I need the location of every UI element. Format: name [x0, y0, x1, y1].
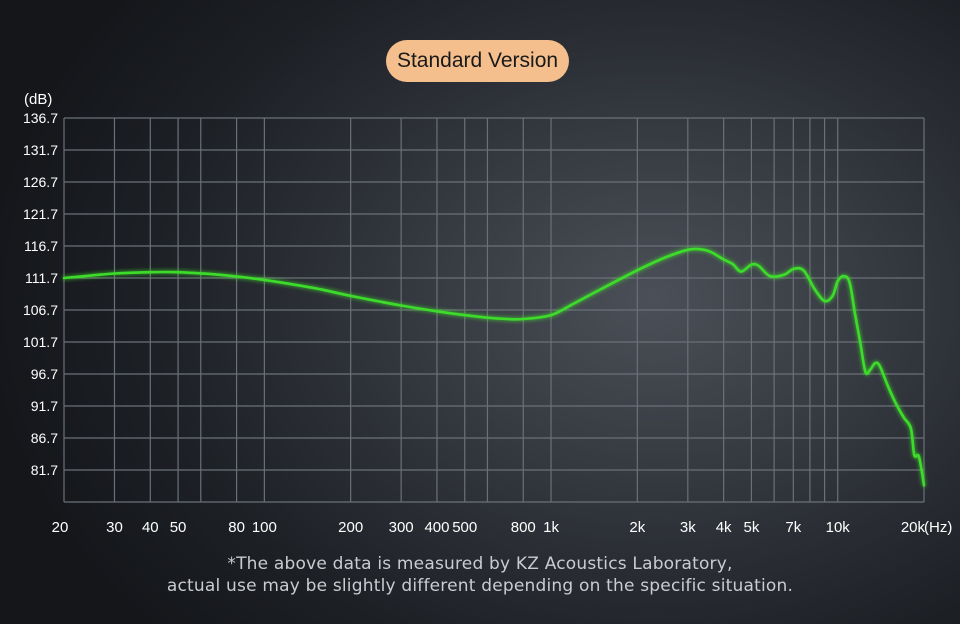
x-tick-label: 1k	[543, 519, 559, 536]
frequency-response-line	[62, 247, 926, 487]
y-tick-labels: 136.7 131.7 126.7 121.7 116.7 111.7 106.7 101.7…	[23, 110, 58, 478]
y-tick-label: 131.7	[23, 142, 58, 158]
y-tick-label: 126.7	[23, 174, 58, 190]
x-tick-label: 300	[389, 519, 414, 536]
y-axis-unit-label: (dB)	[24, 91, 52, 108]
x-tick-label: 200	[338, 519, 363, 536]
x-tick-label: 3k	[680, 519, 696, 536]
x-tick-label: 40	[142, 519, 159, 536]
x-tick-label: 500	[452, 519, 477, 536]
grid	[63, 117, 925, 503]
x-tick-label: 80	[228, 519, 245, 536]
y-tick-label: 136.7	[23, 110, 58, 126]
chart-title-text: Standard Version	[396, 49, 559, 72]
y-tick-label: 101.7	[23, 334, 58, 350]
x-tick-label: 20k	[901, 519, 926, 536]
y-tick-label: 86.7	[31, 430, 58, 446]
x-tick-label: 800	[511, 519, 536, 536]
footnote-line-2: actual use may be slightly different dep…	[166, 576, 794, 596]
x-tick-label: 2k	[629, 519, 645, 536]
x-tick-labels: 20 30 40 50 80 100 200 300 400 500 800 1k 2k 3k 4k 5k 7k…	[52, 519, 926, 536]
x-tick-label: 20	[52, 519, 69, 536]
y-tick-label: 111.7	[25, 270, 58, 286]
x-tick-label: 4k	[716, 519, 732, 536]
x-tick-label: 5k	[743, 519, 759, 536]
footnote-line-1: *The above data is measured by KZ Acoust…	[227, 554, 733, 574]
x-tick-label: 100	[252, 519, 277, 536]
y-tick-label: 121.7	[23, 206, 58, 222]
x-tick-label: 50	[170, 519, 187, 536]
y-tick-label: 116.7	[24, 238, 58, 254]
y-tick-label: 96.7	[31, 366, 58, 382]
x-tick-label: 7k	[785, 519, 801, 536]
x-tick-label: 10k	[826, 519, 851, 536]
x-axis-unit-label: (Hz)	[924, 519, 952, 536]
y-tick-label: 81.7	[31, 462, 58, 478]
x-tick-label: 30	[106, 519, 123, 536]
x-tick-label: 400	[424, 519, 449, 536]
chart-title: Standard Version	[386, 40, 569, 82]
y-tick-label: 106.7	[23, 302, 58, 318]
y-tick-label: 91.7	[31, 398, 58, 414]
